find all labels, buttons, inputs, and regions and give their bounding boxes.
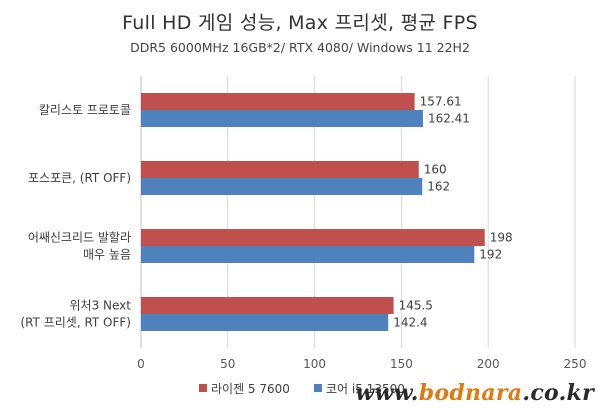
x-tick-label-2: 100 bbox=[303, 357, 326, 371]
x-tick-label-0: 0 bbox=[137, 357, 145, 371]
value-label-0-0: 157.61 bbox=[420, 95, 462, 109]
bar-core-1 bbox=[141, 178, 423, 195]
value-label-1-1: 162 bbox=[427, 180, 450, 194]
chart-title: Full HD 게임 성능, Max 프리셋, 평균 FPS bbox=[122, 12, 478, 34]
watermark-prefix: www. bbox=[355, 380, 419, 406]
watermark-brand: bodnara bbox=[418, 380, 523, 406]
value-label-1-3: 142.4 bbox=[393, 316, 427, 330]
category-label-2-1: 매우 높음 bbox=[83, 248, 131, 262]
x-tick-label-3: 150 bbox=[390, 357, 413, 371]
category-label-0-0: 칼리스토 프로토콜 bbox=[39, 103, 131, 117]
bar-ryzen-2 bbox=[141, 229, 485, 246]
value-label-0-2: 198 bbox=[490, 231, 513, 245]
legend-label-0: 라이젠 5 7600 bbox=[211, 382, 290, 396]
legend-swatch-1 bbox=[314, 384, 322, 392]
value-label-0-3: 145.5 bbox=[399, 299, 433, 313]
category-label-3-0: 위처3 Next bbox=[70, 299, 132, 313]
bar-core-2 bbox=[141, 246, 475, 263]
legend-label-1: 코어 i5 13500 bbox=[326, 382, 405, 396]
x-tick-label-1: 50 bbox=[220, 357, 235, 371]
value-label-1-0: 162.41 bbox=[428, 112, 470, 126]
category-label-1-0: 포스포큰, (RT OFF) bbox=[28, 171, 131, 185]
category-label-2-0: 어쌔신크리드 발할라 bbox=[28, 231, 131, 245]
legend-swatch-0 bbox=[199, 384, 207, 392]
x-tick-label-5: 250 bbox=[564, 357, 587, 371]
bar-core-3 bbox=[141, 314, 389, 331]
bar-ryzen-3 bbox=[141, 297, 394, 314]
bar-ryzen-0 bbox=[141, 93, 415, 110]
watermark-suffix: .co.kr bbox=[522, 380, 594, 406]
category-label-3-1: (RT 프리셋, RT OFF) bbox=[20, 316, 131, 330]
value-label-1-2: 192 bbox=[479, 248, 502, 262]
value-label-0-1: 160 bbox=[424, 163, 447, 177]
bar-ryzen-1 bbox=[141, 161, 419, 178]
bar-core-0 bbox=[141, 110, 423, 127]
watermark: www.bodnara.co.kr bbox=[355, 380, 594, 406]
x-tick-label-4: 200 bbox=[477, 357, 500, 371]
chart-subtitle: DDR5 6000MHz 16GB*2/ RTX 4080/ Windows 1… bbox=[130, 40, 470, 55]
